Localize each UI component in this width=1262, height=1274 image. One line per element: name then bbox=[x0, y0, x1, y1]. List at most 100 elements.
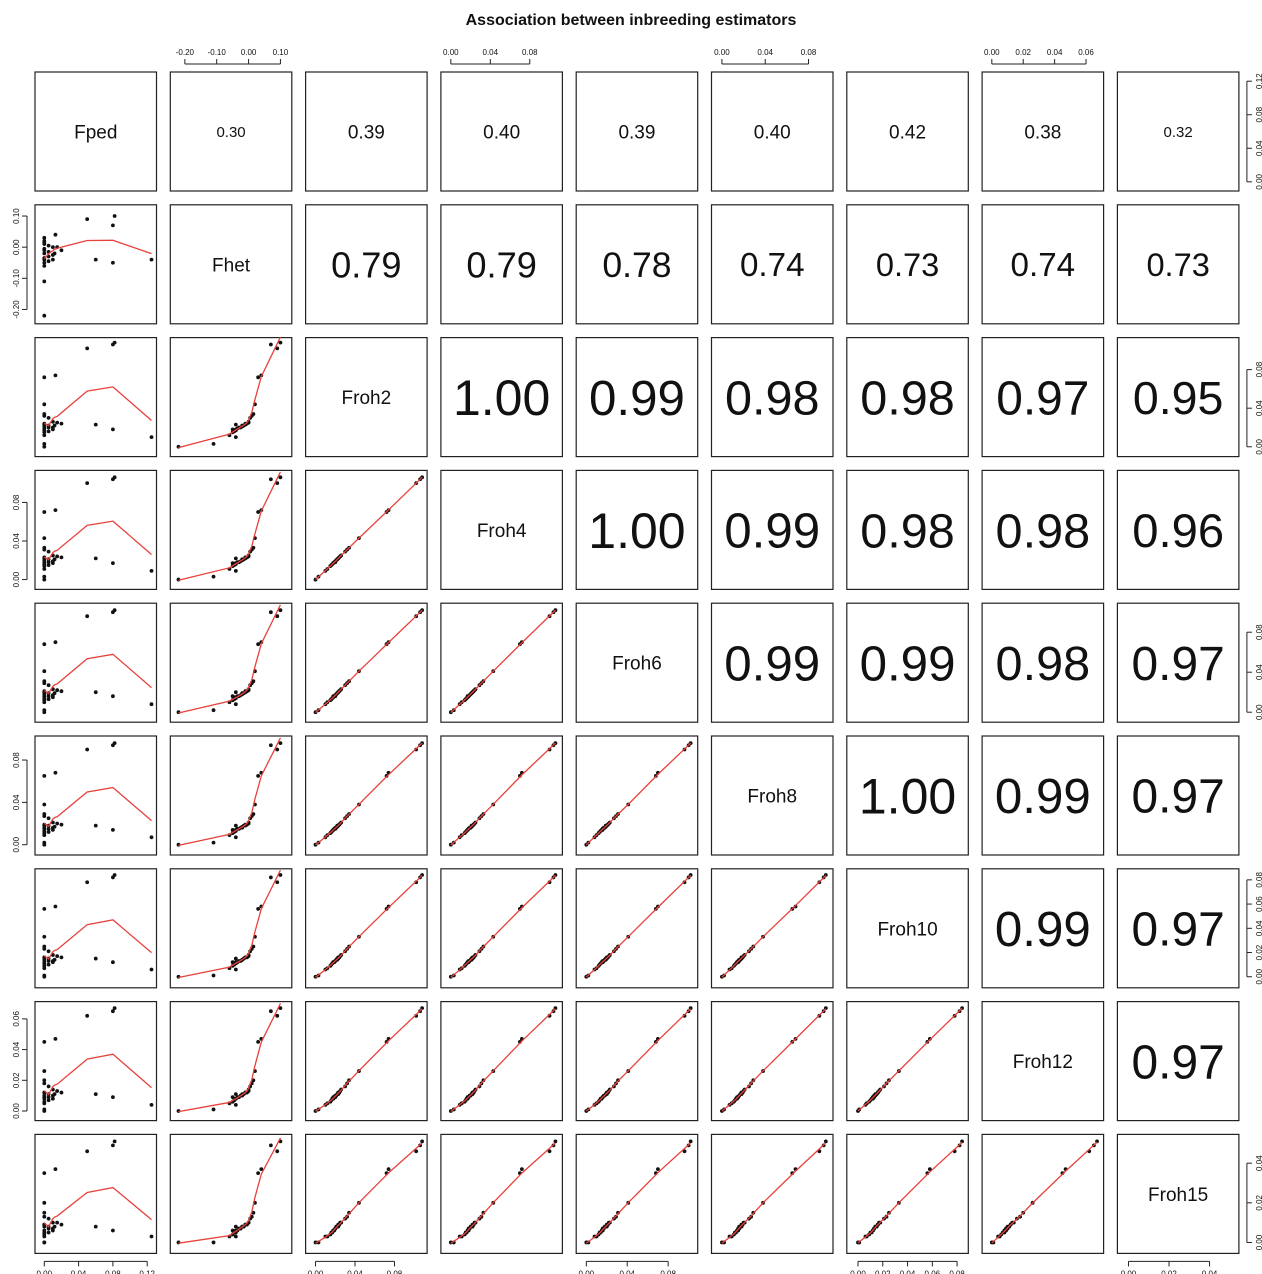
y-axis-left-Froh12: 0.00 0.02 0.04 0.06 bbox=[12, 1011, 28, 1119]
scatter-point bbox=[42, 1214, 47, 1219]
panel-Froh8-Fhet bbox=[169, 735, 293, 856]
scatter-point bbox=[42, 1099, 47, 1104]
lowess-line bbox=[450, 609, 556, 713]
scatter-point bbox=[256, 907, 261, 911]
scatter-point bbox=[46, 962, 51, 967]
scatter-point bbox=[42, 1228, 47, 1233]
panel-Froh12-Froh8 bbox=[710, 1000, 834, 1122]
scatter-point bbox=[42, 1078, 47, 1083]
scatter-point bbox=[46, 563, 51, 568]
scatter-point bbox=[386, 1167, 391, 1172]
tick-label: 0.04 bbox=[12, 1041, 21, 1057]
scatter-point bbox=[52, 691, 57, 696]
scatter-point bbox=[42, 944, 47, 949]
panel-Froh6-Froh2 bbox=[305, 602, 428, 723]
panel-Froh6-Froh6: Froh6 bbox=[575, 602, 699, 723]
correlation-label: 0.99 bbox=[995, 902, 1091, 957]
lowess-line bbox=[178, 1137, 282, 1244]
scatter-point bbox=[111, 260, 115, 265]
lowess-line bbox=[178, 869, 282, 979]
panel-frame bbox=[981, 469, 1105, 590]
scatter-point bbox=[149, 569, 154, 573]
tick-label: 0.08 bbox=[522, 48, 538, 57]
scatter-point bbox=[251, 545, 256, 550]
panel-Fhet-Froh12: 0.74 bbox=[981, 204, 1105, 325]
panel-Froh4-Froh10: 0.98 bbox=[846, 469, 969, 590]
panel-Froh10-Fhet bbox=[169, 868, 293, 989]
scatter-point bbox=[46, 1084, 51, 1089]
scatter-point bbox=[53, 904, 58, 909]
scatter-point bbox=[46, 415, 51, 420]
scatter-point bbox=[149, 702, 154, 707]
panel-frame bbox=[34, 602, 158, 723]
scatter-point bbox=[42, 545, 47, 550]
lowess-line bbox=[991, 1141, 1098, 1244]
scatter-point bbox=[55, 1220, 60, 1225]
scatter-point bbox=[268, 743, 273, 748]
scatter-point bbox=[46, 429, 51, 434]
tick-label: 0.06 bbox=[12, 1011, 21, 1027]
scatter-point bbox=[211, 574, 216, 579]
correlation-label: 0.98 bbox=[860, 372, 955, 426]
lowess-line bbox=[43, 1053, 152, 1096]
scatter-point bbox=[275, 481, 280, 486]
scatter-point bbox=[53, 640, 58, 645]
lowess-line bbox=[315, 1008, 423, 1112]
tick-label: 0.00 bbox=[36, 1269, 52, 1274]
y-axis-right-Froh10: 0.00 0.02 0.04 0.06 0.08 bbox=[1246, 872, 1262, 985]
panel-frame bbox=[575, 337, 699, 458]
lowess-line bbox=[315, 1142, 423, 1244]
panel-Fhet-Froh6: 0.78 bbox=[575, 204, 699, 325]
scatter-point bbox=[59, 1222, 64, 1227]
y-axis-right-Fped: 0.00 0.04 0.08 0.12 bbox=[1246, 73, 1262, 190]
panel-frame bbox=[710, 469, 834, 590]
scatter-point bbox=[233, 835, 238, 840]
panel-frame bbox=[846, 602, 969, 723]
scatter-point bbox=[50, 1096, 55, 1101]
panel-Froh4-Froh8: 0.99 bbox=[710, 469, 834, 590]
lowess-line bbox=[315, 742, 423, 846]
scatter-point bbox=[42, 802, 47, 807]
lowess-line bbox=[43, 919, 152, 960]
scatter-point bbox=[46, 949, 51, 954]
panel-Froh6-Fhet bbox=[169, 602, 293, 723]
scatter-point bbox=[42, 708, 47, 713]
panel-Froh2-Froh6: 0.99 bbox=[575, 337, 699, 458]
scatter-point bbox=[53, 232, 58, 237]
scatter-point bbox=[42, 313, 47, 318]
scatter-point bbox=[112, 475, 117, 480]
scatter-point bbox=[251, 679, 256, 684]
panel-frame bbox=[575, 204, 699, 325]
panel-frame bbox=[981, 1000, 1105, 1122]
tick-label: 0.00 bbox=[12, 239, 21, 255]
scatter-point bbox=[50, 257, 55, 262]
tick-label: 0.04 bbox=[12, 533, 21, 549]
panel-frame bbox=[1116, 735, 1240, 856]
x-axis-top-Fhet: -0.20 -0.10 0.00 0.10 bbox=[176, 48, 289, 65]
correlation-label: 0.40 bbox=[483, 122, 520, 143]
panel-frame bbox=[846, 868, 969, 989]
panel-Fhet-Fhet: Fhet bbox=[169, 204, 293, 325]
panel-Froh12-Froh15: 0.97 bbox=[1116, 1000, 1240, 1122]
lowess-line bbox=[585, 1142, 692, 1244]
scatter-point bbox=[50, 245, 55, 250]
tick-label: 0.00 bbox=[443, 48, 459, 57]
panel-Froh4-Froh4: Froh4 bbox=[440, 469, 563, 590]
tick-label: 0.04 bbox=[483, 48, 499, 57]
scatter-point bbox=[42, 412, 47, 416]
scatter-point bbox=[46, 694, 51, 699]
tick-label: 0.04 bbox=[71, 1269, 87, 1274]
tick-label: 0.02 bbox=[12, 1072, 21, 1088]
scatter-point bbox=[233, 967, 238, 972]
tick-label: 0.08 bbox=[1255, 624, 1262, 640]
panel-frame bbox=[34, 1133, 158, 1255]
tick-label: 0.00 bbox=[1255, 438, 1262, 454]
panel-Froh8-Froh2 bbox=[305, 735, 428, 856]
scatter-point bbox=[42, 375, 47, 380]
panel-Froh10-Froh8 bbox=[710, 868, 834, 989]
tick-label: -0.20 bbox=[12, 300, 21, 319]
correlation-label: 0.97 bbox=[1132, 1036, 1225, 1089]
scatter-point bbox=[268, 1143, 273, 1148]
scatter-point bbox=[93, 1224, 98, 1229]
tick-label: 0.00 bbox=[12, 836, 21, 852]
